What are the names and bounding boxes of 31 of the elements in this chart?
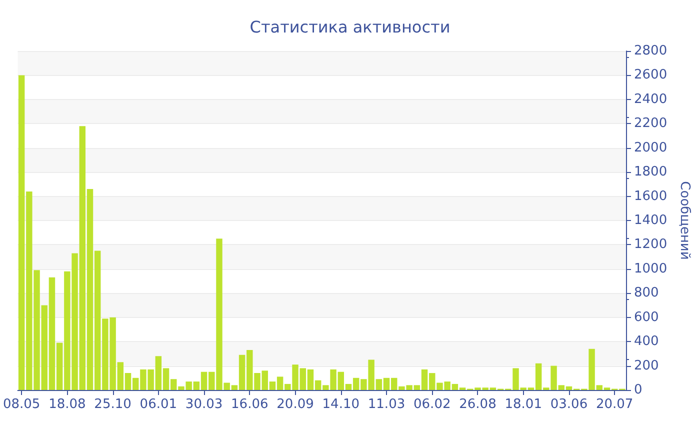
x-tick-label: 20.09: [276, 397, 314, 412]
y-tick-label: 1200: [634, 237, 668, 252]
chart-title: Статистика активности: [250, 18, 450, 36]
y-tick-label: 1600: [634, 188, 668, 204]
x-tick-label: 18.01: [504, 397, 542, 412]
y-tick-label: 1000: [634, 261, 668, 276]
y-tick-label: 2800: [634, 44, 668, 58]
x-tick-label: 03.06: [550, 397, 588, 412]
x-tick-label: 20.07: [596, 397, 634, 412]
x-tick-label: 08.05: [2, 397, 40, 412]
y-tick-label: 200: [634, 358, 659, 374]
y-tick-label: 1400: [634, 213, 668, 228]
x-tick-label: 26.08: [459, 397, 496, 412]
y-tick-label: 0: [634, 382, 642, 398]
x-tick-label: 11.03: [368, 397, 406, 412]
x-tick-label: 06.01: [140, 397, 178, 412]
y-tick-label: 2400: [634, 92, 668, 107]
y-axis-title: Сообщений: [676, 181, 692, 260]
y-tick-label: 400: [634, 334, 659, 350]
y-tick-label: 2600: [634, 68, 668, 83]
y-tick-label: 2000: [634, 140, 668, 156]
x-tick-label: 25.10: [94, 397, 132, 412]
x-tick-label: 18.08: [48, 397, 86, 412]
y-tick-label: 800: [634, 286, 659, 301]
y-tick-label: 2200: [634, 116, 668, 132]
y-tick-label: 1800: [634, 164, 668, 180]
x-tick-label: 14.10: [322, 397, 360, 412]
y-tick-label: 600: [634, 310, 659, 325]
x-tick-label: 06.02: [414, 397, 451, 412]
x-tick-label: 30.03: [185, 397, 223, 412]
x-tick-label: 16.06: [231, 397, 268, 412]
